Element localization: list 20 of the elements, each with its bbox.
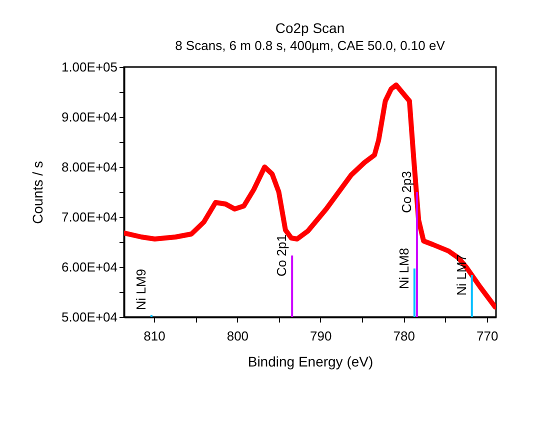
y-tick-label: 9.00E+04	[61, 110, 118, 124]
x-tick-label: 810	[144, 328, 166, 344]
y-axis-title: Counts / s	[29, 160, 46, 224]
y-tick-label: 6.00E+04	[61, 260, 118, 274]
x-tick-label: 780	[393, 328, 415, 344]
text: Ni LM7	[454, 254, 469, 296]
x-tick-label: 790	[310, 328, 332, 344]
chart-subtitle: 8 Scans, 6 m 0.8 s, 400µm, CAE 50.0, 0.10 eV	[175, 38, 446, 53]
y-tick-label: 5.00E+04	[61, 310, 118, 324]
x-tick-label: 800	[226, 328, 249, 344]
y-tick-label: 8.00E+04	[61, 160, 118, 174]
x-axis-title: Binding Energy (eV)	[248, 354, 374, 370]
text: Ni LM9	[133, 268, 148, 310]
text: Ni LM8	[396, 248, 412, 290]
chart-title: Co2p Scan	[275, 20, 345, 36]
y-tick-label: 7.00E+04	[61, 210, 118, 224]
x-tick-label: 770	[476, 328, 498, 344]
text: Co 2p3	[398, 171, 414, 213]
y-tick-label: 1.00E+05	[61, 60, 118, 74]
text: Co 2p1	[274, 234, 290, 276]
